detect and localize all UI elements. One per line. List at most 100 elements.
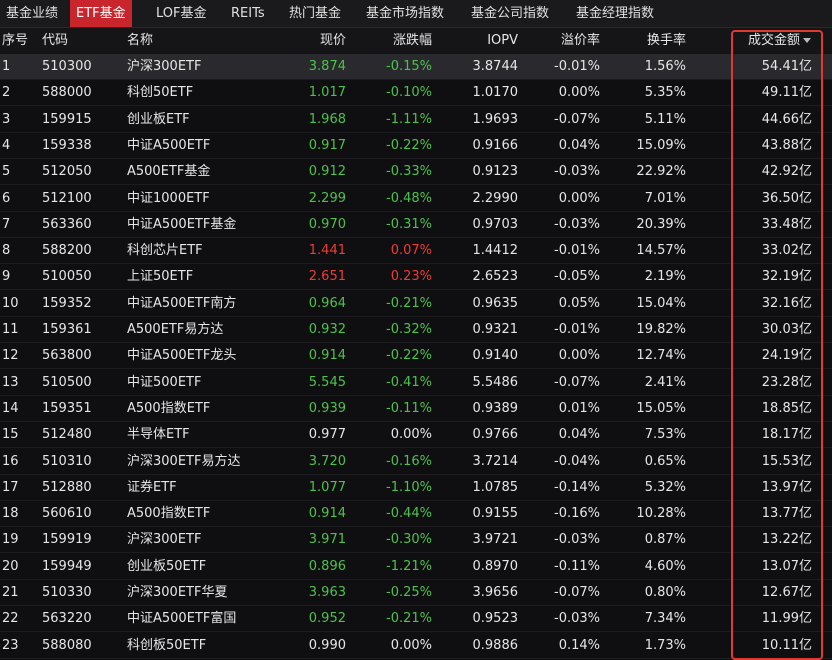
cell: -0.25%: [386, 585, 432, 600]
table-row[interactable]: 4 159338 中证A500ETF 0.917 -0.22% 0.9166 0.04% 15…: [0, 133, 832, 159]
tab[interactable]: 基金业绩: [6, 6, 59, 21]
table-row[interactable]: 1 510300 沪深300ETF 3.874 -0.15% 3.8744 -0.01% 1.…: [0, 54, 832, 80]
cell: 2: [2, 85, 11, 101]
cell: 11.99亿: [761, 611, 812, 627]
cell: 7.01%: [644, 190, 686, 206]
table-row[interactable]: 13 510500 中证500ETF 5.545 -0.41% 5.5486 -0.07% 2…: [0, 370, 832, 396]
cell: 12.74%: [636, 348, 686, 364]
table-row[interactable]: 22 563220 中证A500ETF富国 0.952 -0.21% 0.9523 -0.0…: [0, 606, 832, 633]
cell: A500指数ETF: [127, 506, 211, 522]
table-row[interactable]: 18 560610 A500指数ETF 0.914 -0.44% 0.9155 -0.16%…: [0, 501, 832, 528]
cell: 0.14%: [558, 637, 600, 653]
tab[interactable]: ETF基金: [70, 0, 132, 27]
tab[interactable]: 基金市场指数: [366, 6, 445, 21]
table-row[interactable]: 7 563360 中证A500ETF基金 0.970 -0.31% 0.9703 -0.03…: [0, 212, 832, 238]
table-row[interactable]: 6 512100 中证1000ETF 2.299 -0.48% 2.2990 0.00% 7.…: [0, 186, 832, 212]
cell: 半导体ETF: [127, 427, 190, 443]
table-row[interactable]: 8 588200 科创芯片ETF 1.441 0.07% 1.4412 -0.01% 14.5…: [0, 238, 832, 265]
column-header[interactable]: 成交金额: [747, 33, 800, 48]
cell: 7: [2, 216, 11, 232]
cell: 14: [2, 400, 19, 416]
cell: 10.11亿: [761, 637, 812, 653]
cell: 3.8744: [472, 59, 519, 74]
cell: 512100: [42, 190, 92, 206]
cell: -0.30%: [386, 532, 432, 548]
cell: -0.16%: [386, 453, 432, 469]
cell: 沪深300ETF易方达: [127, 453, 241, 469]
cell: -0.21%: [386, 611, 432, 627]
tab[interactable]: 热门基金: [289, 6, 342, 21]
cell: A500指数ETF: [127, 400, 211, 416]
table-row[interactable]: 17 512880 证券ETF 1.077 -1.10% 1.0785 -0.14% 5.32…: [0, 475, 832, 501]
tab[interactable]: LOF基金: [156, 6, 207, 21]
cell: 36.50亿: [761, 190, 812, 206]
cell: 5: [2, 164, 11, 180]
cell: 0.00%: [390, 427, 432, 443]
cell: 1.077: [308, 479, 346, 495]
table-row[interactable]: 20 159949 创业板50ETF 0.896 -1.21% 0.8970 -0.11% 4…: [0, 554, 832, 580]
cell: 0.917: [308, 137, 346, 153]
cell: 0.04%: [558, 137, 600, 153]
cell: 0.914: [308, 348, 346, 364]
cell: 1.9693: [472, 111, 519, 127]
cell: 19.82%: [636, 322, 686, 337]
table-row[interactable]: 21 510330 沪深300ETF华夏 3.963 -0.25% 3.9656 -0.07…: [0, 580, 832, 606]
cell: 32.19亿: [761, 269, 812, 285]
cell: 0.9886: [472, 637, 519, 653]
cell: 0.00%: [558, 85, 600, 101]
cell: 0.00%: [558, 190, 600, 206]
cell: 159351: [42, 400, 92, 416]
sort-indicator[interactable]: [803, 38, 811, 43]
table-row[interactable]: 10 159352 中证A500ETF南方 0.964 -0.21% 0.9635 0.05…: [0, 291, 832, 317]
cell: 0.932: [308, 322, 346, 337]
cell: 22: [2, 611, 19, 627]
cell: 1.441: [308, 243, 346, 259]
cell: 49.11亿: [761, 85, 812, 101]
cell: 0.8970: [472, 558, 519, 574]
table-row[interactable]: 14 159351 A500指数ETF 0.939 -0.11% 0.9389 0.01% 1…: [0, 396, 832, 422]
cell: 32.16亿: [761, 295, 812, 311]
cell: 30.03亿: [761, 322, 812, 337]
cell: 13.97亿: [761, 479, 812, 495]
cell: 159338: [42, 137, 92, 153]
cell: 0.01%: [558, 400, 600, 416]
cell: 42.92亿: [761, 164, 812, 180]
tab[interactable]: 基金公司指数: [471, 6, 550, 21]
cell: 159361: [42, 322, 92, 337]
column-header[interactable]: 换手率: [646, 33, 686, 48]
table-row[interactable]: 16 510310 沪深300ETF易方达 3.720 -0.16% 3.7214 -0.0…: [0, 449, 832, 475]
cell: 创业板ETF: [127, 111, 190, 127]
cell: -0.03%: [554, 216, 600, 232]
cell: 15: [2, 427, 19, 443]
table-row[interactable]: 11 159361 A500ETF易方达 0.932 -0.32% 0.9321 -0.01…: [0, 317, 832, 343]
tab[interactable]: 基金经理指数: [576, 6, 655, 21]
table-row[interactable]: 2 588000 科创50ETF 1.017 -0.10% 1.0170 0.00% 5.35…: [0, 80, 832, 107]
cell: 563360: [42, 216, 92, 232]
cell: 创业板50ETF: [127, 558, 207, 574]
cell: 1.017: [308, 85, 346, 101]
cell: 33.48亿: [761, 216, 812, 232]
table-row[interactable]: 19 159919 沪深300ETF 3.971 -0.30% 3.9721 -0.03% 0…: [0, 527, 832, 554]
cell: 0.65%: [644, 453, 686, 469]
cell: 0.939: [308, 400, 346, 416]
cell: -0.15%: [386, 59, 432, 74]
table-row[interactable]: 23 588080 科创板50ETF 0.990 0.00% 0.9886 0.14% 1.7…: [0, 633, 832, 659]
table-row[interactable]: 9 510050 上证50ETF 2.651 0.23% 2.6523 -0.05% 2.19…: [0, 264, 832, 291]
column-header[interactable]: 涨跌幅: [392, 33, 432, 48]
cell: -1.11%: [386, 111, 432, 127]
table-row[interactable]: 12 563800 中证A500ETF龙头 0.914 -0.22% 0.9140 0.00…: [0, 343, 832, 370]
column-header[interactable]: IOPV: [487, 33, 518, 48]
cell: 588000: [42, 85, 92, 101]
cell: 0.977: [308, 427, 346, 443]
table-row[interactable]: 15 512480 半导体ETF 0.977 0.00% 0.9766 0.04% 7.53%…: [0, 422, 832, 449]
tab[interactable]: REITs: [231, 6, 265, 21]
cell: 54.41亿: [761, 59, 812, 74]
cell: 1.968: [308, 111, 346, 127]
column-header[interactable]: 现价: [319, 33, 346, 48]
cell: -0.14%: [554, 479, 600, 495]
table-row[interactable]: 5 512050 A500ETF基金 0.912 -0.33% 0.9123 -0.03% 2…: [0, 159, 832, 186]
cell: -0.21%: [386, 295, 432, 311]
column-header[interactable]: 溢价率: [560, 33, 600, 48]
cell: 0.9523: [472, 611, 519, 627]
table-row[interactable]: 3 159915 创业板ETF 1.968 -1.11% 1.9693 -0.07% 5.11…: [0, 107, 832, 133]
